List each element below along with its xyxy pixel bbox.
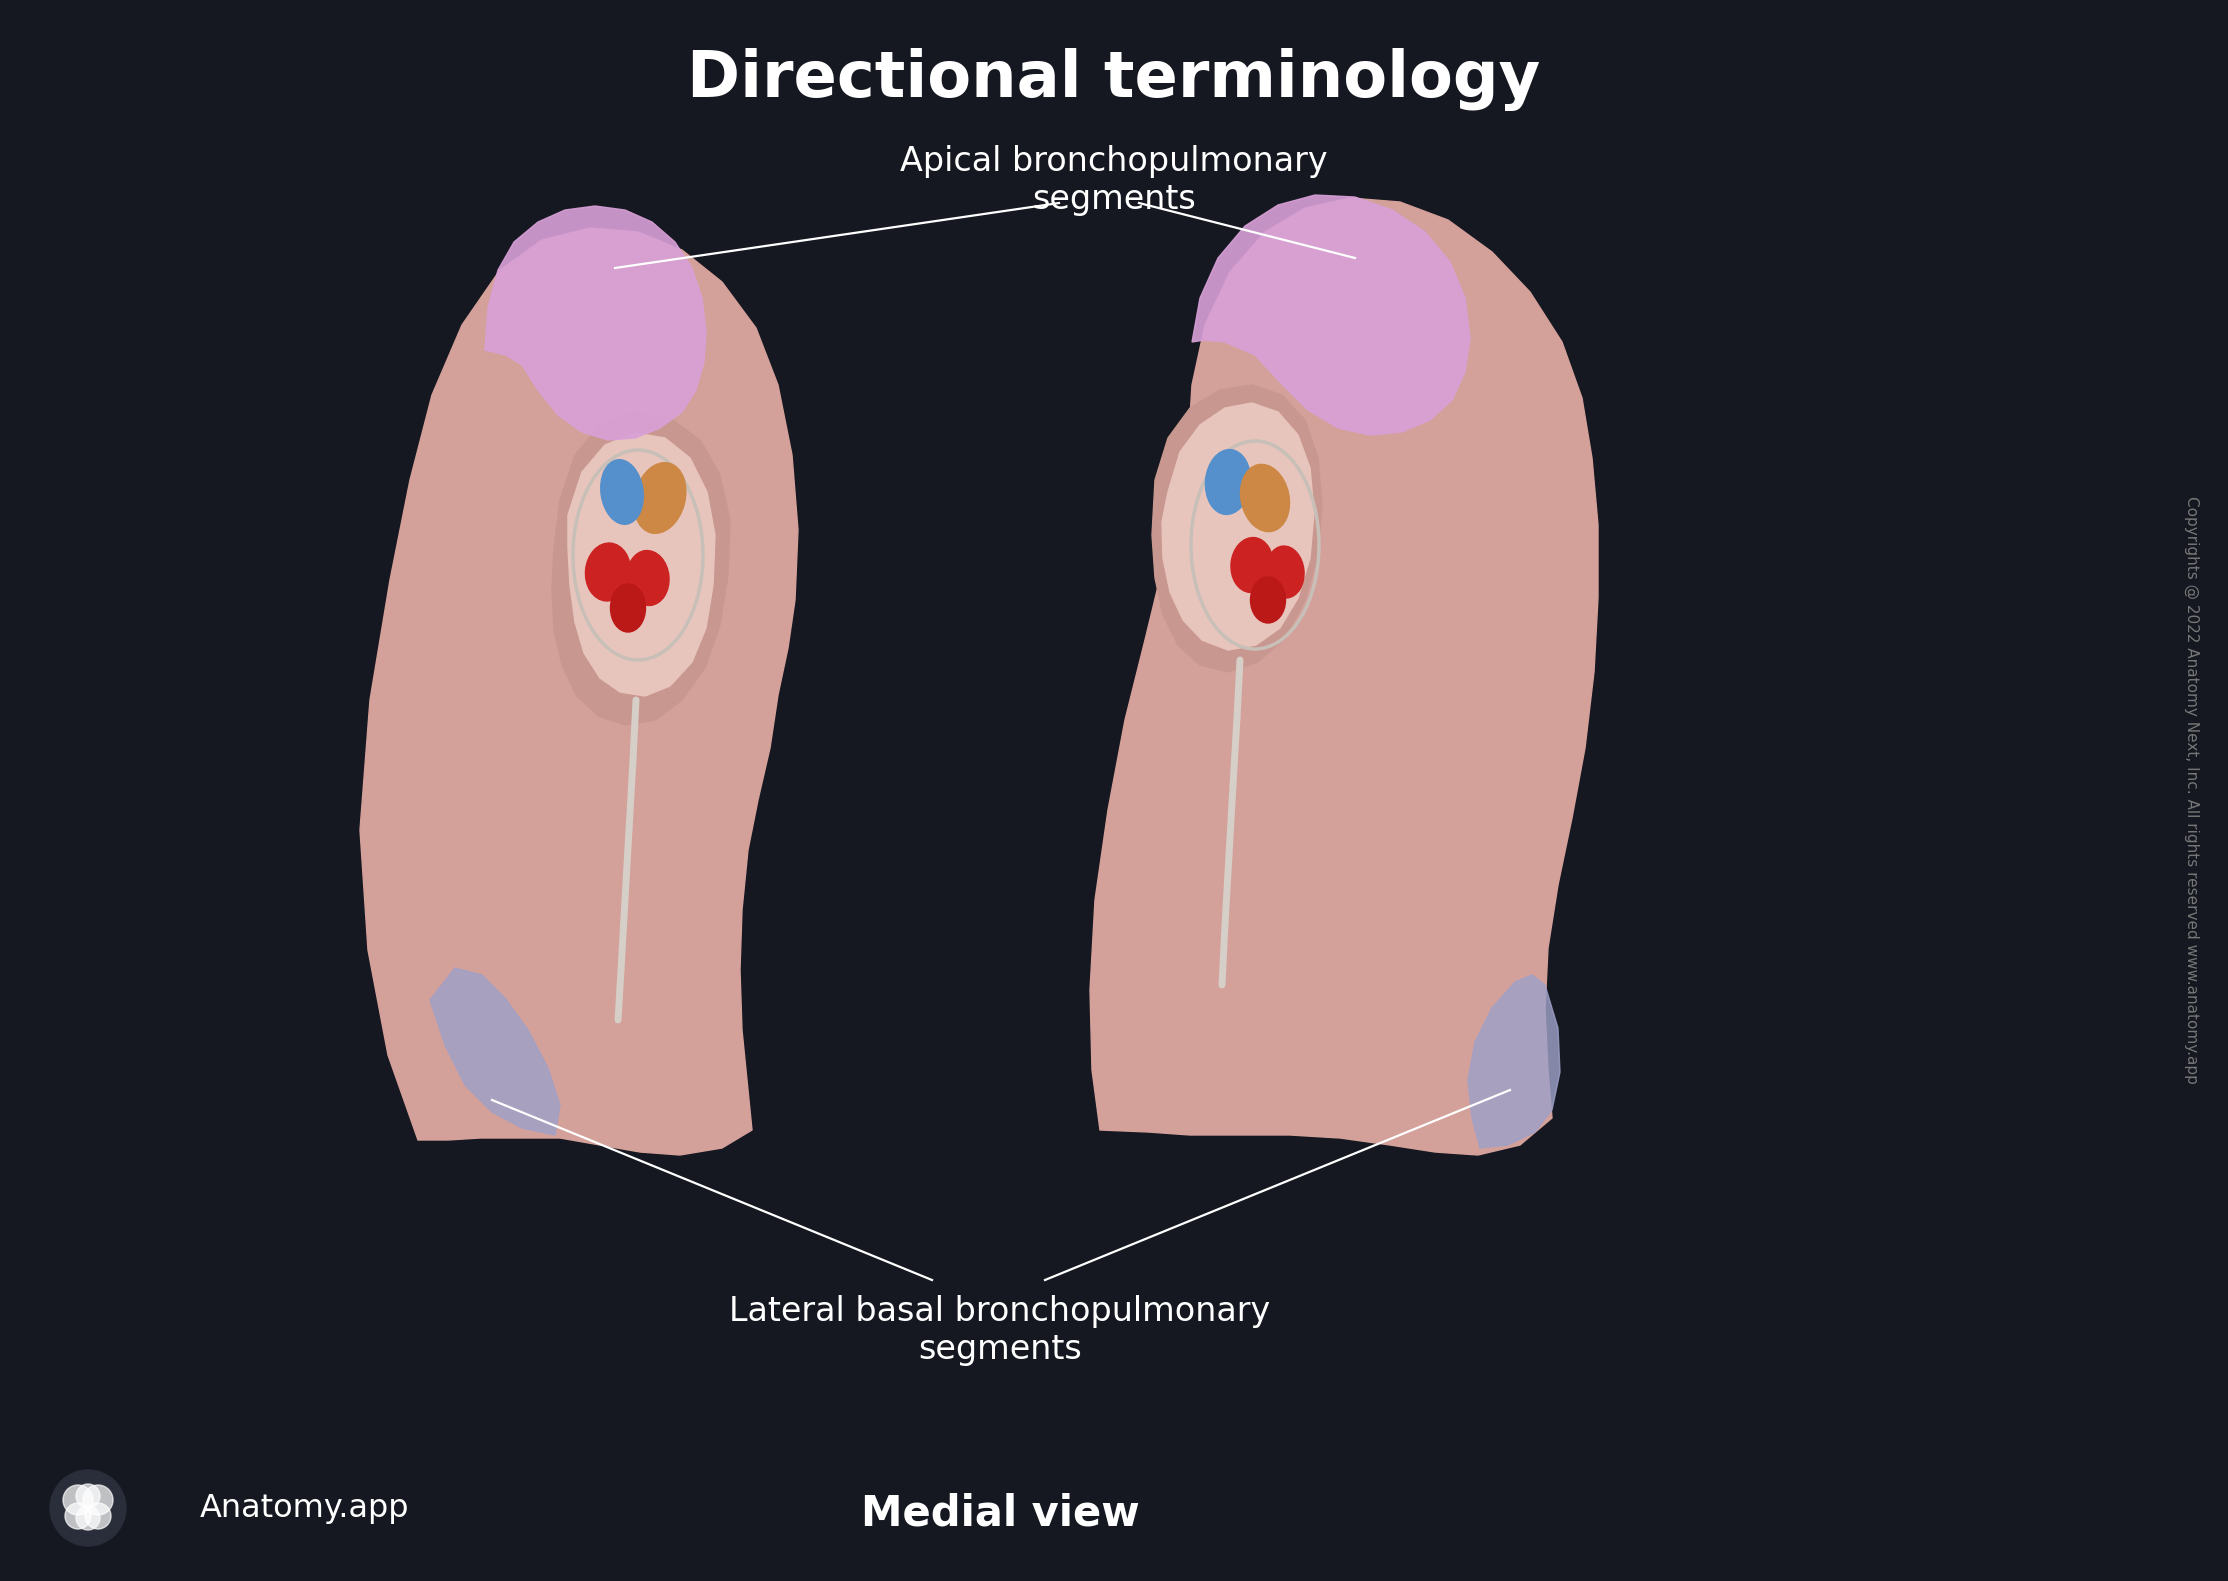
Ellipse shape (586, 542, 631, 601)
Ellipse shape (1266, 545, 1303, 598)
Polygon shape (430, 968, 559, 1135)
Polygon shape (486, 206, 706, 440)
Polygon shape (1152, 386, 1321, 672)
Text: Copyrights @ 2022 Anatomy Next, Inc. All rights reserved www.anatomy.app: Copyrights @ 2022 Anatomy Next, Inc. All… (2183, 496, 2199, 1085)
Polygon shape (1468, 975, 1560, 1148)
Ellipse shape (626, 550, 668, 606)
Circle shape (82, 1485, 114, 1515)
Text: Directional terminology: Directional terminology (688, 47, 1540, 111)
Ellipse shape (1230, 538, 1272, 593)
Text: Medial view: Medial view (860, 1492, 1139, 1534)
Ellipse shape (1250, 577, 1286, 623)
Circle shape (85, 1504, 111, 1529)
Polygon shape (568, 433, 715, 696)
Ellipse shape (1205, 449, 1250, 514)
Circle shape (76, 1485, 100, 1508)
Ellipse shape (602, 460, 644, 525)
Polygon shape (553, 413, 731, 726)
Text: Apical bronchopulmonary
segments: Apical bronchopulmonary segments (900, 145, 1328, 217)
Circle shape (76, 1507, 100, 1530)
Circle shape (49, 1470, 127, 1546)
Polygon shape (1192, 194, 1470, 435)
Text: Anatomy.app: Anatomy.app (201, 1492, 410, 1524)
Ellipse shape (610, 583, 646, 632)
Circle shape (62, 1485, 94, 1515)
Circle shape (65, 1504, 91, 1529)
Ellipse shape (1241, 465, 1290, 531)
Ellipse shape (635, 463, 686, 533)
Polygon shape (361, 228, 798, 1156)
Polygon shape (1163, 403, 1315, 650)
Polygon shape (1089, 198, 1597, 1156)
Text: Lateral basal bronchopulmonary
segments: Lateral basal bronchopulmonary segments (729, 1295, 1270, 1366)
